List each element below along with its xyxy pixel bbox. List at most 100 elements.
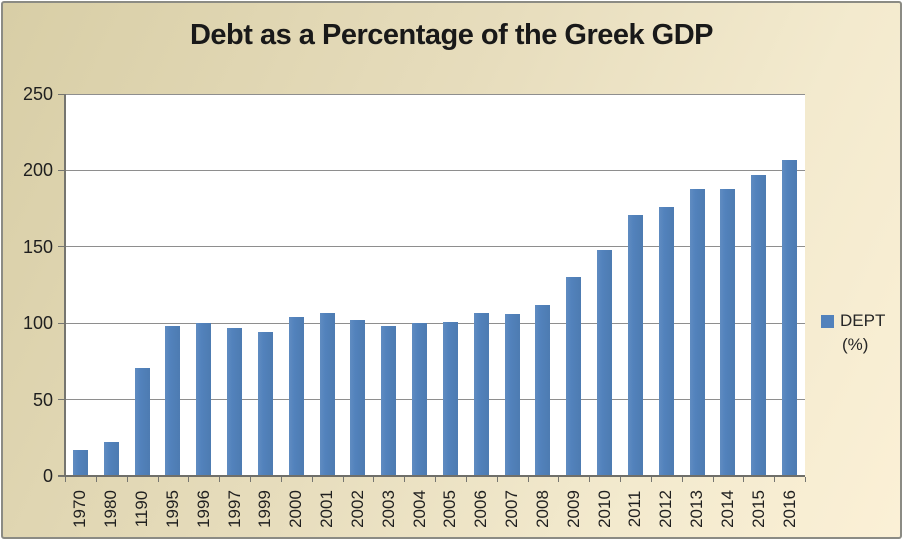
gridline-y-150 — [65, 246, 805, 248]
x-axis-tick — [558, 477, 560, 482]
y-axis-tick — [58, 169, 65, 171]
gridline-y-200 — [65, 169, 805, 171]
legend-entry: DEPT — [821, 311, 885, 331]
x-axis-tick — [805, 477, 806, 482]
x-axis-category-label: 2014 — [717, 490, 737, 528]
bar-1980 — [103, 442, 119, 476]
plot-area — [65, 94, 805, 476]
x-axis-tick — [527, 477, 529, 482]
x-axis-category-label: 2011 — [625, 490, 645, 528]
y-axis-tick-label: 50 — [32, 389, 53, 410]
y-axis-line — [64, 94, 66, 476]
x-axis-category-label: 2007 — [502, 490, 522, 528]
bar-2011 — [627, 215, 643, 476]
x-axis-category-label: 1997 — [224, 490, 244, 528]
y-axis-tick — [58, 475, 65, 477]
x-axis-tick — [65, 477, 66, 482]
bar-2003 — [381, 326, 397, 476]
bar-2008 — [535, 305, 551, 476]
legend-series-label: DEPT — [840, 311, 886, 330]
x-axis-tick — [496, 477, 498, 482]
y-axis-tick-label: 0 — [42, 466, 53, 486]
x-axis-tick — [681, 477, 683, 482]
bar-1970 — [72, 450, 88, 476]
x-axis-tick — [311, 477, 313, 482]
chart-title: Debt as a Percentage of the Greek GDP — [189, 19, 714, 51]
bar-2013 — [689, 189, 705, 476]
x-axis-tick — [620, 477, 621, 482]
x-axis-category-label: 1190 — [132, 490, 152, 528]
x-axis-category-label: 2000 — [286, 490, 306, 528]
x-axis-category-label: 2002 — [347, 490, 367, 528]
x-axis-tick — [435, 477, 436, 482]
x-axis-tick — [404, 477, 406, 482]
bar-2014 — [720, 189, 736, 476]
bar-2015 — [751, 175, 767, 476]
x-axis-tick — [188, 477, 190, 482]
bar-2016 — [782, 160, 798, 476]
bar-2001 — [319, 313, 335, 476]
legend-series-unit: (%) — [842, 335, 869, 354]
x-axis-category-label: 2008 — [532, 490, 552, 528]
x-axis-category-label: 2012 — [656, 490, 676, 528]
x-axis-tick — [743, 477, 745, 482]
y-axis-tick — [58, 399, 65, 401]
y-axis-tick-label: 200 — [22, 160, 53, 181]
bar-2007 — [504, 314, 520, 476]
x-axis-category-label: 1995 — [162, 490, 182, 528]
gridline-y-50 — [65, 399, 805, 401]
x-axis-category-label: 2010 — [594, 490, 614, 528]
x-axis-tick — [774, 477, 776, 482]
x-axis-category-label: 1999 — [255, 490, 275, 528]
x-axis-category-label: 2005 — [440, 490, 460, 528]
x-axis-category-label: 2003 — [378, 490, 398, 528]
gridline-y-100 — [65, 322, 805, 324]
x-axis-category-label: 2001 — [317, 490, 337, 528]
x-axis-tick — [95, 477, 97, 482]
x-axis-line — [58, 475, 805, 477]
x-axis-tick — [712, 477, 714, 482]
bar-1999 — [257, 332, 273, 476]
bar-2010 — [597, 250, 613, 476]
x-axis-tick — [157, 477, 159, 482]
gridline-y-250 — [65, 93, 805, 95]
y-axis-tick-label: 100 — [22, 313, 53, 334]
y-axis-tick-label: 250 — [22, 84, 53, 104]
x-axis-tick — [250, 477, 251, 482]
bar-1997 — [227, 328, 243, 476]
x-axis-category-label: 2013 — [687, 490, 707, 528]
x-axis-category-label: 1980 — [101, 490, 121, 528]
bar-2002 — [350, 320, 366, 476]
x-axis-category-label: 2016 — [779, 490, 799, 528]
bar-1190 — [134, 368, 150, 476]
y-axis-tick — [58, 246, 65, 248]
x-axis-tick — [219, 477, 221, 482]
legend: DEPT (%) — [821, 311, 885, 355]
x-axis-category-label: 2006 — [471, 490, 491, 528]
bar-1996 — [196, 323, 212, 476]
legend-color-swatch-icon — [821, 314, 834, 328]
bar-2004 — [412, 323, 428, 476]
y-axis-tick-label: 150 — [22, 236, 53, 257]
x-axis-tick — [650, 477, 652, 482]
bar-2009 — [566, 277, 582, 476]
x-axis-category-label: 1970 — [70, 490, 90, 528]
bar-2012 — [658, 207, 674, 476]
x-axis-category-label: 2004 — [409, 490, 429, 528]
y-axis-tick — [58, 322, 65, 324]
x-axis-tick — [126, 477, 128, 482]
x-axis-category-label: 2009 — [563, 490, 583, 528]
y-axis-tick — [58, 93, 65, 95]
bar-2000 — [288, 317, 304, 476]
x-axis-tick — [280, 477, 282, 482]
bar-2005 — [442, 322, 458, 476]
x-axis-tick — [589, 477, 591, 482]
x-axis-category-label: 1996 — [193, 490, 213, 528]
x-axis-category-label: 2015 — [748, 490, 768, 528]
x-axis-tick — [373, 477, 375, 482]
bar-1995 — [165, 326, 181, 476]
bar-2006 — [473, 313, 489, 476]
x-axis-tick — [465, 477, 467, 482]
